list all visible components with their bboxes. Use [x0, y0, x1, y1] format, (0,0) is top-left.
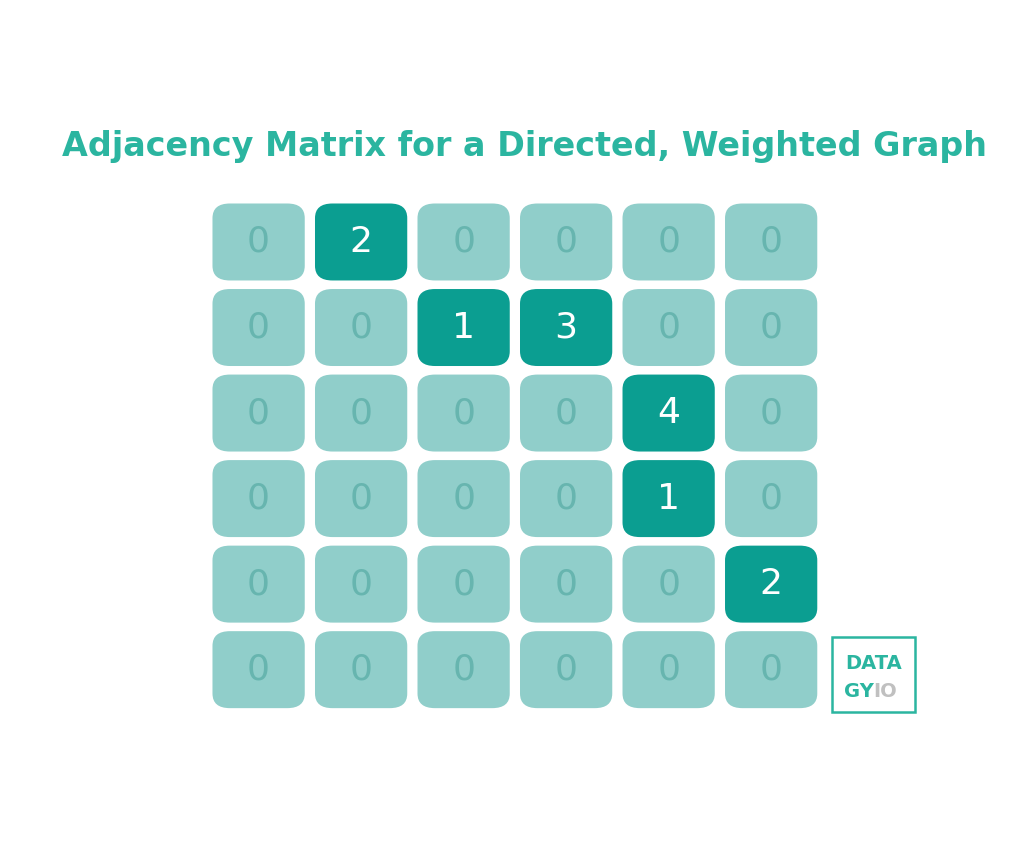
- FancyBboxPatch shape: [315, 631, 408, 708]
- FancyBboxPatch shape: [725, 545, 817, 623]
- FancyBboxPatch shape: [213, 204, 305, 280]
- Text: 0: 0: [555, 482, 578, 516]
- FancyBboxPatch shape: [520, 545, 612, 623]
- Text: 2: 2: [760, 567, 782, 601]
- Text: 0: 0: [453, 396, 475, 430]
- Text: Adjacency Matrix for a Directed, Weighted Graph: Adjacency Matrix for a Directed, Weighte…: [62, 130, 987, 163]
- FancyBboxPatch shape: [725, 289, 817, 366]
- Text: 0: 0: [657, 225, 680, 259]
- Text: 0: 0: [760, 310, 782, 345]
- Text: 2: 2: [349, 225, 373, 259]
- FancyBboxPatch shape: [315, 204, 408, 280]
- Text: 0: 0: [349, 567, 373, 601]
- FancyBboxPatch shape: [520, 204, 612, 280]
- Text: 0: 0: [247, 225, 270, 259]
- FancyBboxPatch shape: [418, 204, 510, 280]
- Text: 0: 0: [555, 225, 578, 259]
- Text: 0: 0: [760, 225, 782, 259]
- FancyBboxPatch shape: [418, 631, 510, 708]
- FancyBboxPatch shape: [725, 460, 817, 538]
- FancyBboxPatch shape: [213, 545, 305, 623]
- Text: 0: 0: [453, 482, 475, 516]
- FancyBboxPatch shape: [725, 204, 817, 280]
- Text: 0: 0: [247, 396, 270, 430]
- Text: 0: 0: [453, 567, 475, 601]
- Text: 0: 0: [247, 310, 270, 345]
- FancyBboxPatch shape: [520, 375, 612, 452]
- Text: 0: 0: [555, 396, 578, 430]
- Text: DATA: DATA: [845, 654, 902, 673]
- Text: 0: 0: [657, 653, 680, 686]
- Text: 0: 0: [657, 310, 680, 345]
- Text: 0: 0: [760, 396, 782, 430]
- FancyBboxPatch shape: [315, 460, 408, 538]
- FancyBboxPatch shape: [213, 631, 305, 708]
- Text: 0: 0: [247, 567, 270, 601]
- Text: 0: 0: [349, 482, 373, 516]
- FancyBboxPatch shape: [418, 375, 510, 452]
- Text: 1: 1: [657, 482, 680, 516]
- FancyBboxPatch shape: [418, 460, 510, 538]
- FancyBboxPatch shape: [315, 375, 408, 452]
- Text: 0: 0: [349, 310, 373, 345]
- Text: 1: 1: [453, 310, 475, 345]
- Text: 4: 4: [657, 396, 680, 430]
- FancyBboxPatch shape: [623, 545, 715, 623]
- FancyBboxPatch shape: [623, 204, 715, 280]
- Text: 0: 0: [247, 653, 270, 686]
- FancyBboxPatch shape: [213, 375, 305, 452]
- FancyBboxPatch shape: [315, 289, 408, 366]
- Text: 0: 0: [453, 653, 475, 686]
- FancyBboxPatch shape: [418, 289, 510, 366]
- FancyBboxPatch shape: [213, 289, 305, 366]
- Text: 0: 0: [453, 225, 475, 259]
- Text: 0: 0: [349, 396, 373, 430]
- Text: 0: 0: [657, 567, 680, 601]
- FancyBboxPatch shape: [520, 460, 612, 538]
- Text: 0: 0: [555, 567, 578, 601]
- FancyBboxPatch shape: [725, 631, 817, 708]
- FancyBboxPatch shape: [623, 460, 715, 538]
- FancyBboxPatch shape: [623, 631, 715, 708]
- FancyBboxPatch shape: [213, 460, 305, 538]
- Text: 0: 0: [760, 653, 782, 686]
- Text: 0: 0: [555, 653, 578, 686]
- FancyBboxPatch shape: [520, 289, 612, 366]
- Text: IO: IO: [873, 682, 897, 701]
- FancyBboxPatch shape: [315, 545, 408, 623]
- FancyBboxPatch shape: [623, 289, 715, 366]
- FancyBboxPatch shape: [623, 375, 715, 452]
- Text: 0: 0: [247, 482, 270, 516]
- Text: 3: 3: [555, 310, 578, 345]
- Text: 0: 0: [349, 653, 373, 686]
- FancyBboxPatch shape: [418, 545, 510, 623]
- Text: 0: 0: [760, 482, 782, 516]
- FancyBboxPatch shape: [725, 375, 817, 452]
- FancyBboxPatch shape: [831, 637, 915, 712]
- Text: GY: GY: [844, 682, 873, 701]
- FancyBboxPatch shape: [520, 631, 612, 708]
